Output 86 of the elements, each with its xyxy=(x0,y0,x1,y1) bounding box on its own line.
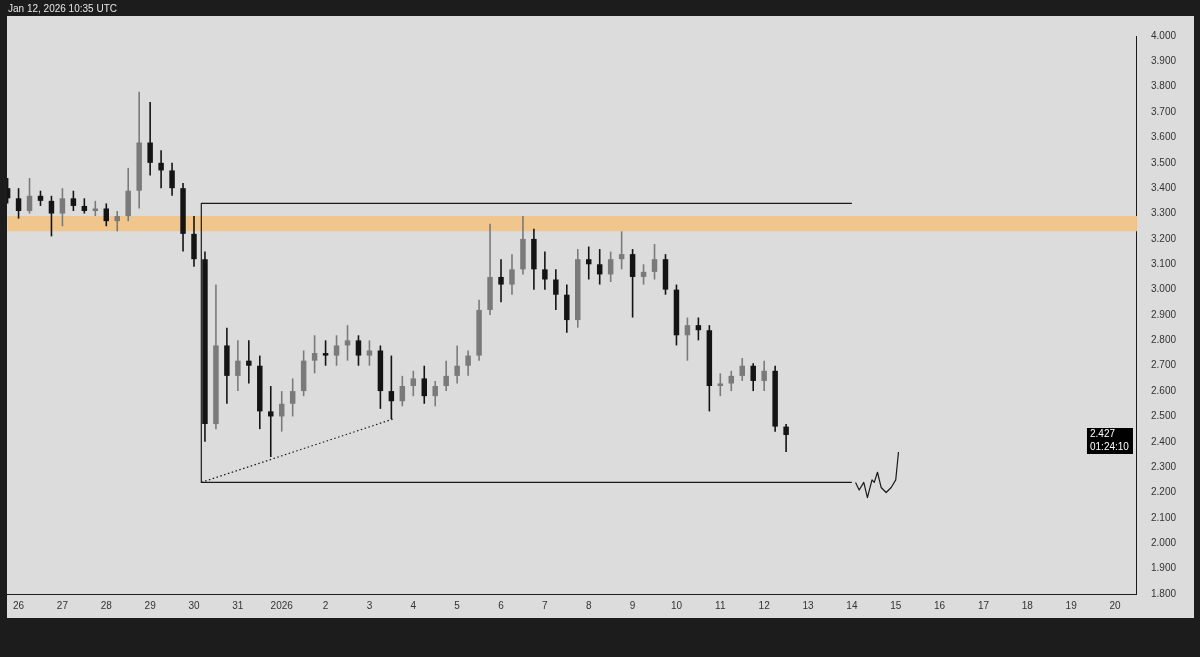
candlestick xyxy=(553,268,559,311)
candlestick xyxy=(399,375,406,408)
y-tick-label: 2.400 xyxy=(1150,435,1177,447)
candlestick xyxy=(48,194,55,238)
candlestick xyxy=(70,189,77,212)
candlestick xyxy=(750,362,756,392)
x-tick-label: 5 xyxy=(454,599,461,611)
candlestick xyxy=(629,248,636,319)
candlestick xyxy=(432,380,438,408)
x-tick-label: 27 xyxy=(56,599,69,611)
y-tick-label: 2.700 xyxy=(1150,359,1177,371)
annotation: 01:24:10 xyxy=(1089,441,1130,453)
x-tick-label: 30 xyxy=(188,599,200,611)
candlestick xyxy=(289,377,296,418)
y-tick-label: 2.300 xyxy=(1150,460,1177,472)
candlestick xyxy=(607,250,614,283)
y-tick-label: 2.000 xyxy=(1150,537,1177,549)
x-tick-label: 12 xyxy=(758,599,771,611)
x-tick-label: 7 xyxy=(542,599,549,611)
y-tick-label: 3.400 xyxy=(1150,181,1177,193)
y-tick-label: 1.800 xyxy=(1150,587,1177,599)
candlestick xyxy=(333,334,340,367)
candlestick xyxy=(465,349,471,377)
candlestick xyxy=(443,359,449,392)
candlestick xyxy=(311,334,318,375)
x-tick-label: 28 xyxy=(100,599,113,611)
y-tick-label: 2.500 xyxy=(1150,410,1177,422)
candlestick xyxy=(761,359,767,392)
candlestick xyxy=(651,243,658,281)
candlestick xyxy=(147,101,153,177)
y-tick-label: 3.300 xyxy=(1150,207,1177,219)
y-tick-label: 3.600 xyxy=(1150,131,1177,143)
candlestick xyxy=(717,372,724,397)
x-tick-label: 17 xyxy=(977,599,990,611)
candlestick xyxy=(235,339,241,392)
x-tick-label: 16 xyxy=(934,599,946,611)
candlestick xyxy=(158,149,164,189)
y-tick-label: 3.700 xyxy=(1150,105,1177,117)
x-tick-label: 15 xyxy=(890,599,902,611)
candlestick xyxy=(26,177,33,215)
candlestick xyxy=(103,202,110,228)
y-tick-label: 3.900 xyxy=(1150,55,1177,67)
y-tick-label: 4.000 xyxy=(1150,29,1177,41)
x-tick-label: 6 xyxy=(498,599,505,611)
x-tick-label: 19 xyxy=(1065,599,1078,611)
y-tick-label: 3.000 xyxy=(1150,283,1177,295)
annotation: 2.427 xyxy=(1089,428,1116,440)
x-tick-label: 18 xyxy=(1021,599,1034,611)
text: Jan 12, 2026 10:35 UTC xyxy=(8,2,117,16)
y-tick-label: 2.800 xyxy=(1150,334,1177,346)
y-tick-label: 3.100 xyxy=(1150,258,1177,270)
y-tick-label: 2.200 xyxy=(1150,486,1177,498)
candlestick xyxy=(542,250,548,291)
x-tick-label: 2 xyxy=(322,599,329,611)
candlestick xyxy=(421,364,427,405)
candlestick xyxy=(410,370,417,397)
x-tick-label: 26 xyxy=(13,599,25,611)
y-tick-label: 2.100 xyxy=(1150,511,1177,523)
x-tick-label: 2026 xyxy=(270,599,294,611)
x-tick-label: 11 xyxy=(715,599,726,611)
y-tick-label: 2.600 xyxy=(1150,384,1177,396)
x-tick-label: 3 xyxy=(366,599,373,611)
y-tick-label: 3.500 xyxy=(1150,156,1177,168)
x-tick-label: 31 xyxy=(232,599,244,611)
y-tick-label: 3.800 xyxy=(1150,80,1177,92)
x-tick-label: 8 xyxy=(585,599,592,611)
candlestick xyxy=(509,253,515,296)
candlestick xyxy=(498,258,504,304)
candlestick xyxy=(783,423,789,453)
candlestick xyxy=(169,162,175,197)
candlestick xyxy=(454,344,460,385)
x-tick-label: 29 xyxy=(144,599,157,611)
x-tick-label: 20 xyxy=(1109,599,1122,611)
candlestick xyxy=(355,334,362,367)
y-tick-label: 2.900 xyxy=(1150,308,1177,320)
x-tick-label: 14 xyxy=(846,599,858,611)
candlestick xyxy=(246,339,252,385)
candlestick xyxy=(322,339,329,367)
x-tick-label: 10 xyxy=(670,599,683,611)
x-tick-label: 9 xyxy=(629,599,636,611)
y-tick-label: 3.200 xyxy=(1150,232,1177,244)
y-tick-label: 1.900 xyxy=(1150,562,1177,574)
candlestick xyxy=(59,187,66,228)
x-tick-label: 13 xyxy=(802,599,815,611)
x-tick-label: 4 xyxy=(410,599,417,611)
candlestick xyxy=(15,187,22,220)
